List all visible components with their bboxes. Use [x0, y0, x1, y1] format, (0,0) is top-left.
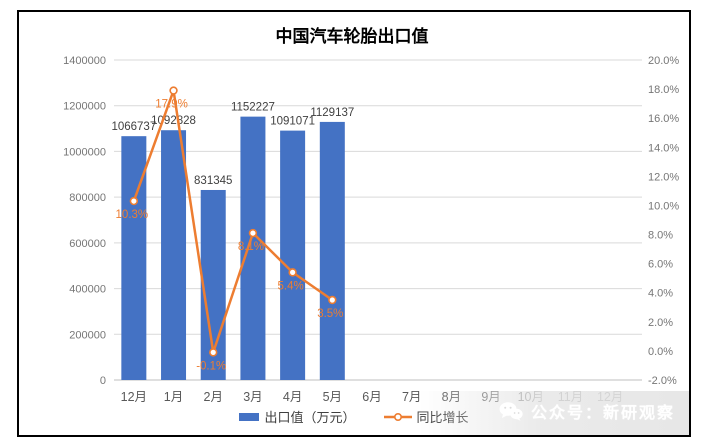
legend-item-export-value: 出口值（万元）	[239, 407, 356, 426]
left-axis-tick-label: 800000	[69, 192, 106, 204]
x-axis-tick-label: 12月	[121, 390, 147, 404]
right-axis-tick-label: 12.0%	[648, 171, 679, 183]
line-point-marker	[328, 295, 337, 305]
line-value-label: 17.9%	[155, 99, 188, 111]
left-axis-tick-label: 400000	[69, 284, 106, 296]
left-axis-tick-label: 1200000	[63, 101, 106, 113]
chart-frame: 中国汽车轮胎出口值 0 200000 400000 600000 800000 10000…	[17, 10, 691, 437]
right-axis-tick-label: 4.0%	[648, 288, 673, 300]
right-axis-tick-label: 2.0%	[648, 317, 673, 329]
x-axis-tick-label: 4月	[283, 390, 302, 404]
line-point-marker	[209, 348, 218, 357]
bar-value-label: 1092828	[151, 115, 196, 127]
bar-value-label: 1152227	[231, 102, 275, 114]
line-value-labels: 10.3% 17.9% -0.1% 8.1% 5.4% 3.5%	[116, 99, 344, 373]
line-path	[132, 89, 334, 354]
bar-series	[121, 116, 345, 381]
x-axis-tick-label: 1月	[164, 390, 183, 404]
combo-chart: 中国汽车轮胎出口值 0 200000 400000 600000 800000 10000…	[63, 26, 679, 404]
left-axis-tick-label: 600000	[69, 238, 106, 250]
bar-value-label: 1129137	[310, 107, 354, 119]
bar	[280, 130, 306, 380]
line-point-marker	[288, 268, 297, 277]
x-axis-tick-label: 7月	[402, 390, 421, 404]
watermark-background	[419, 391, 689, 435]
left-axis-tick-label: 1400000	[63, 55, 106, 67]
bar	[121, 136, 147, 380]
right-axis-tick-label: 8.0%	[648, 230, 673, 242]
bar	[240, 116, 266, 381]
line-point-marker	[169, 86, 178, 95]
line-point-marker	[129, 196, 139, 206]
bar-value-label: 831345	[194, 175, 232, 187]
wechat-icon	[499, 401, 523, 421]
line-point-marker	[248, 228, 258, 238]
bar-value-label: 1066737	[111, 121, 156, 133]
bar-swatch-icon	[239, 412, 260, 421]
right-axis-tick-label: -2.0%	[648, 375, 677, 387]
right-axis-tick-label: 6.0%	[648, 259, 673, 271]
line-value-label: 8.1%	[238, 241, 264, 253]
right-axis-tick-label: 18.0%	[648, 84, 679, 96]
right-axis-tick-label: 0.0%	[648, 346, 673, 358]
watermark-text: 公众号：新研观察	[530, 405, 675, 422]
left-axis-tick-label: 1000000	[63, 146, 106, 158]
bar	[319, 121, 345, 380]
bar	[161, 130, 187, 380]
line-value-label: 5.4%	[278, 280, 304, 292]
x-axis-tick-label: 5月	[323, 390, 342, 404]
x-axis-tick-label: 3月	[243, 390, 262, 404]
line-marker-swatch-icon	[383, 412, 412, 421]
bar-value-label: 1091071	[270, 116, 315, 128]
line-value-label: 3.5%	[317, 308, 343, 320]
line-value-label: 10.3%	[116, 209, 149, 221]
x-axis-tick-label: 2月	[204, 390, 223, 404]
chart-title: 中国汽车轮胎出口值	[276, 26, 429, 46]
x-axis-tick-label: 6月	[362, 390, 381, 404]
legend-label: 出口值（万元）	[264, 410, 356, 425]
right-axis-tick-label: 16.0%	[648, 113, 679, 125]
watermark: 公众号：新研观察	[499, 399, 675, 423]
right-axis-tick-label: 14.0%	[648, 142, 679, 154]
line-series	[129, 86, 337, 357]
right-axis-tick-label: 10.0%	[648, 200, 679, 212]
right-axis-tick-label: 20.0%	[648, 55, 679, 67]
left-axis-tick-label: 200000	[69, 329, 106, 341]
line-value-label: -0.1%	[196, 360, 226, 372]
left-axis-tick-label: 0	[100, 375, 106, 387]
